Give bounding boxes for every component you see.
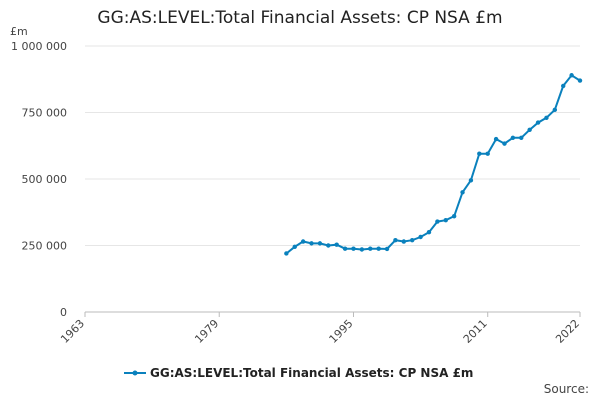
data-point xyxy=(317,241,323,246)
y-tick-label: 1 000 000 xyxy=(11,40,67,53)
data-point xyxy=(410,237,415,243)
data-point xyxy=(342,246,348,251)
y-tick-label: 500 000 xyxy=(22,173,68,186)
data-point xyxy=(309,241,314,246)
legend-marker-icon xyxy=(132,370,138,376)
data-point xyxy=(326,243,331,248)
data-point xyxy=(527,127,532,132)
data-point xyxy=(561,83,566,89)
data-point xyxy=(552,107,558,113)
x-tick-label: 1995 xyxy=(327,317,356,346)
data-point xyxy=(451,214,457,219)
y-tick-label: 750 000 xyxy=(22,107,68,120)
data-point xyxy=(351,246,356,251)
data-point xyxy=(384,246,390,252)
data-point xyxy=(368,246,373,251)
series-line xyxy=(285,73,581,255)
data-point xyxy=(376,246,381,251)
data-point xyxy=(443,218,448,223)
data-point xyxy=(359,247,365,252)
data-point xyxy=(401,239,407,244)
data-point xyxy=(300,239,306,244)
x-tick-label: 2022 xyxy=(553,317,582,346)
data-point xyxy=(493,136,499,142)
data-point xyxy=(418,234,423,240)
x-tick-label: 1979 xyxy=(192,317,221,346)
data-point xyxy=(510,135,516,140)
data-point xyxy=(468,178,474,183)
data-point xyxy=(284,251,289,256)
data-point xyxy=(334,242,339,247)
data-point xyxy=(544,115,549,121)
data-point xyxy=(577,78,583,83)
legend-label: GG:AS:LEVEL:Total Financial Assets: CP N… xyxy=(150,366,473,380)
data-point xyxy=(485,151,490,156)
data-point xyxy=(502,141,507,146)
chart-title: GG:AS:LEVEL:Total Financial Assets: CP N… xyxy=(97,8,503,28)
y-tick-label: 250 000 xyxy=(22,240,68,253)
data-point xyxy=(460,190,465,195)
data-point xyxy=(477,151,482,156)
data-point xyxy=(535,120,541,125)
x-tick-label: 2011 xyxy=(461,317,490,346)
data-point xyxy=(426,230,432,235)
data-point xyxy=(519,135,524,140)
data-point xyxy=(569,73,574,78)
y-axis-unit-label: £m xyxy=(10,25,28,38)
source-label: Source: xyxy=(544,382,589,396)
x-tick-label: 1963 xyxy=(58,317,87,346)
y-tick-label: 0 xyxy=(60,306,67,319)
data-point xyxy=(292,244,297,250)
data-point xyxy=(393,237,398,243)
data-point xyxy=(435,219,440,224)
